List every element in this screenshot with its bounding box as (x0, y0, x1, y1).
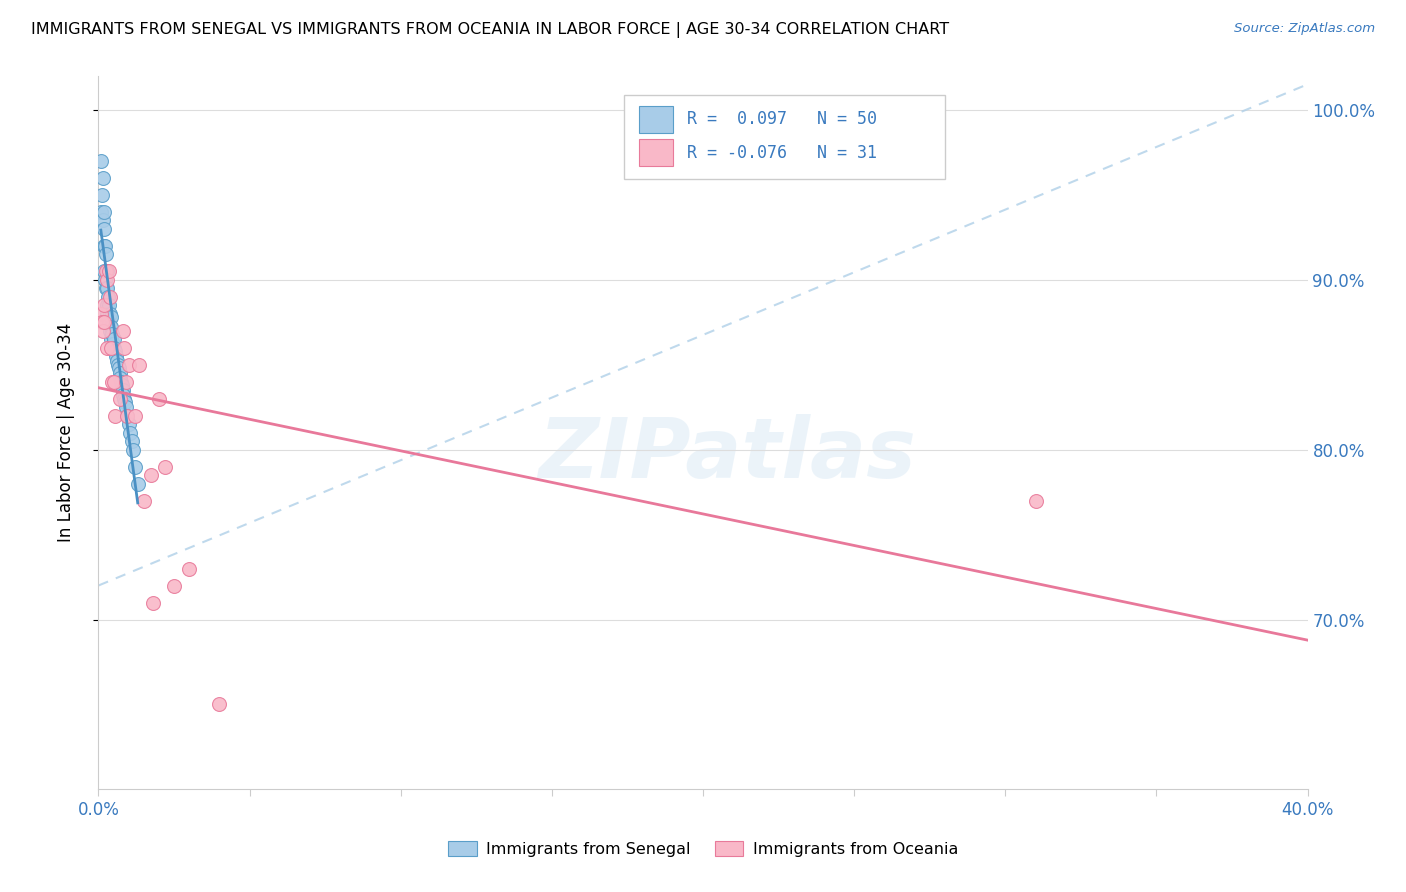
Point (96, 298, 118, 312)
Point (142, 595, 165, 609)
Point (108, 371, 131, 385)
Point (115, 409, 138, 423)
Point (148, 392, 170, 406)
Point (91, 324, 114, 338)
Point (104, 349, 127, 363)
Point (98, 264, 121, 278)
Point (115, 409, 138, 423)
Point (132, 493, 155, 508)
Point (104, 409, 127, 423)
Point (128, 358, 150, 372)
Point (94, 238, 117, 252)
Point (91, 170, 114, 185)
Point (122, 442, 145, 457)
Point (100, 310, 122, 324)
Point (93, 315, 115, 329)
Text: Source: ZipAtlas.com: Source: ZipAtlas.com (1234, 22, 1375, 36)
FancyBboxPatch shape (638, 106, 673, 133)
Point (96, 273, 118, 287)
Point (104, 344, 127, 359)
Point (91, 315, 114, 329)
Point (107, 358, 129, 372)
Text: R =  0.097   N = 50: R = 0.097 N = 50 (688, 111, 877, 128)
Point (1024, 493, 1046, 508)
Point (94, 273, 117, 287)
Point (120, 425, 142, 440)
Point (96, 307, 118, 321)
Point (101, 337, 124, 351)
Point (91, 187, 114, 202)
Point (114, 375, 136, 389)
Point (90, 153, 112, 168)
Point (163, 578, 186, 592)
Point (118, 358, 141, 372)
Y-axis label: In Labor Force | Age 30-34: In Labor Force | Age 30-34 (56, 323, 75, 542)
Point (179, 561, 201, 575)
Point (93, 221, 115, 235)
Point (111, 383, 134, 397)
Point (111, 378, 134, 392)
Legend: Immigrants from Senegal, Immigrants from Oceania: Immigrants from Senegal, Immigrants from… (441, 835, 965, 863)
Point (110, 375, 132, 389)
Point (124, 459, 146, 474)
Point (98, 307, 121, 321)
Point (112, 341, 135, 355)
Point (101, 327, 124, 342)
Point (90, 204, 112, 219)
Point (100, 332, 122, 346)
Point (127, 476, 149, 491)
Point (93, 264, 115, 278)
Point (93, 204, 115, 219)
Point (96, 264, 118, 278)
Point (121, 434, 143, 449)
Text: ZIPatlas: ZIPatlas (538, 414, 917, 494)
Point (96, 341, 118, 355)
Point (96, 281, 118, 295)
Point (94, 264, 117, 278)
Point (98, 290, 121, 304)
Point (100, 320, 122, 334)
Point (98, 298, 121, 312)
FancyBboxPatch shape (638, 139, 673, 167)
Point (208, 698, 231, 712)
Point (108, 361, 131, 376)
Point (98, 315, 121, 329)
Point (103, 332, 125, 346)
Point (94, 247, 117, 261)
Point (105, 354, 128, 368)
Text: R = -0.076   N = 31: R = -0.076 N = 31 (688, 144, 877, 161)
Point (112, 388, 135, 402)
Point (93, 238, 115, 252)
Point (91, 213, 114, 227)
Point (97, 290, 120, 304)
Point (111, 324, 134, 338)
Point (108, 392, 131, 406)
Point (101, 375, 124, 389)
Point (141, 468, 163, 483)
Point (114, 400, 136, 414)
Point (100, 341, 122, 355)
Point (112, 392, 135, 406)
Point (94, 281, 117, 295)
Point (103, 375, 125, 389)
Point (114, 395, 136, 409)
Point (108, 366, 131, 380)
Point (103, 341, 125, 355)
FancyBboxPatch shape (624, 95, 945, 179)
Point (98, 324, 121, 338)
Point (118, 417, 141, 431)
Point (153, 459, 176, 474)
Point (93, 298, 115, 312)
Text: IMMIGRANTS FROM SENEGAL VS IMMIGRANTS FROM OCEANIA IN LABOR FORCE | AGE 30-34 CO: IMMIGRANTS FROM SENEGAL VS IMMIGRANTS FR… (31, 22, 949, 38)
Point (124, 409, 146, 423)
Point (90, 307, 112, 321)
